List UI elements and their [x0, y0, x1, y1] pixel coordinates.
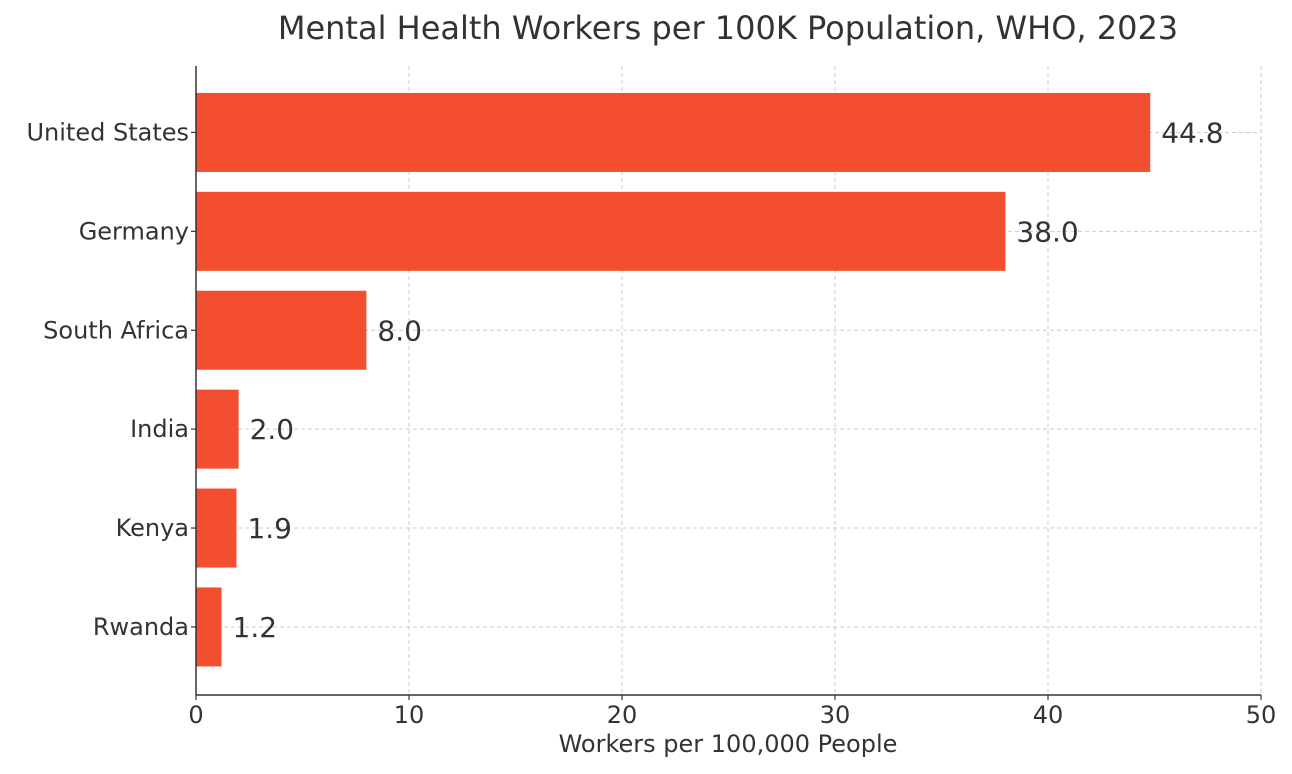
x-tick-label: 20	[607, 701, 638, 729]
x-tick-label: 10	[394, 701, 425, 729]
labels: 44.8 United States 38.0 Germany 8.0 South Afr…	[26, 116, 1276, 729]
chart-title: Mental Health Workers per 100K Populatio…	[278, 9, 1178, 47]
data-label: 38.0	[1016, 215, 1078, 248]
y-tick-label: India	[130, 415, 189, 443]
y-tick-label: Kenya	[116, 514, 189, 542]
data-label: 2.0	[250, 413, 295, 446]
data-label: 1.2	[233, 611, 278, 644]
y-tick-label: South Africa	[43, 316, 189, 344]
bar	[196, 92, 1151, 172]
bars	[196, 92, 1151, 667]
x-axis-label: Workers per 100,000 People	[559, 730, 898, 758]
bar	[196, 191, 1006, 271]
y-tick-label: Germany	[79, 217, 189, 245]
bar	[196, 488, 237, 568]
y-tick-label: United States	[26, 118, 189, 146]
data-label: 44.8	[1161, 116, 1223, 149]
bar	[196, 290, 367, 370]
x-tick-label: 30	[820, 701, 851, 729]
axes	[191, 66, 1262, 700]
bar	[196, 587, 222, 667]
data-label: 1.9	[247, 512, 292, 545]
x-tick-label: 50	[1246, 701, 1277, 729]
bar	[196, 389, 239, 469]
y-tick-label: Rwanda	[93, 613, 189, 641]
data-label: 8.0	[377, 314, 422, 347]
x-tick-label: 0	[188, 701, 203, 729]
x-tick-label: 40	[1033, 701, 1064, 729]
